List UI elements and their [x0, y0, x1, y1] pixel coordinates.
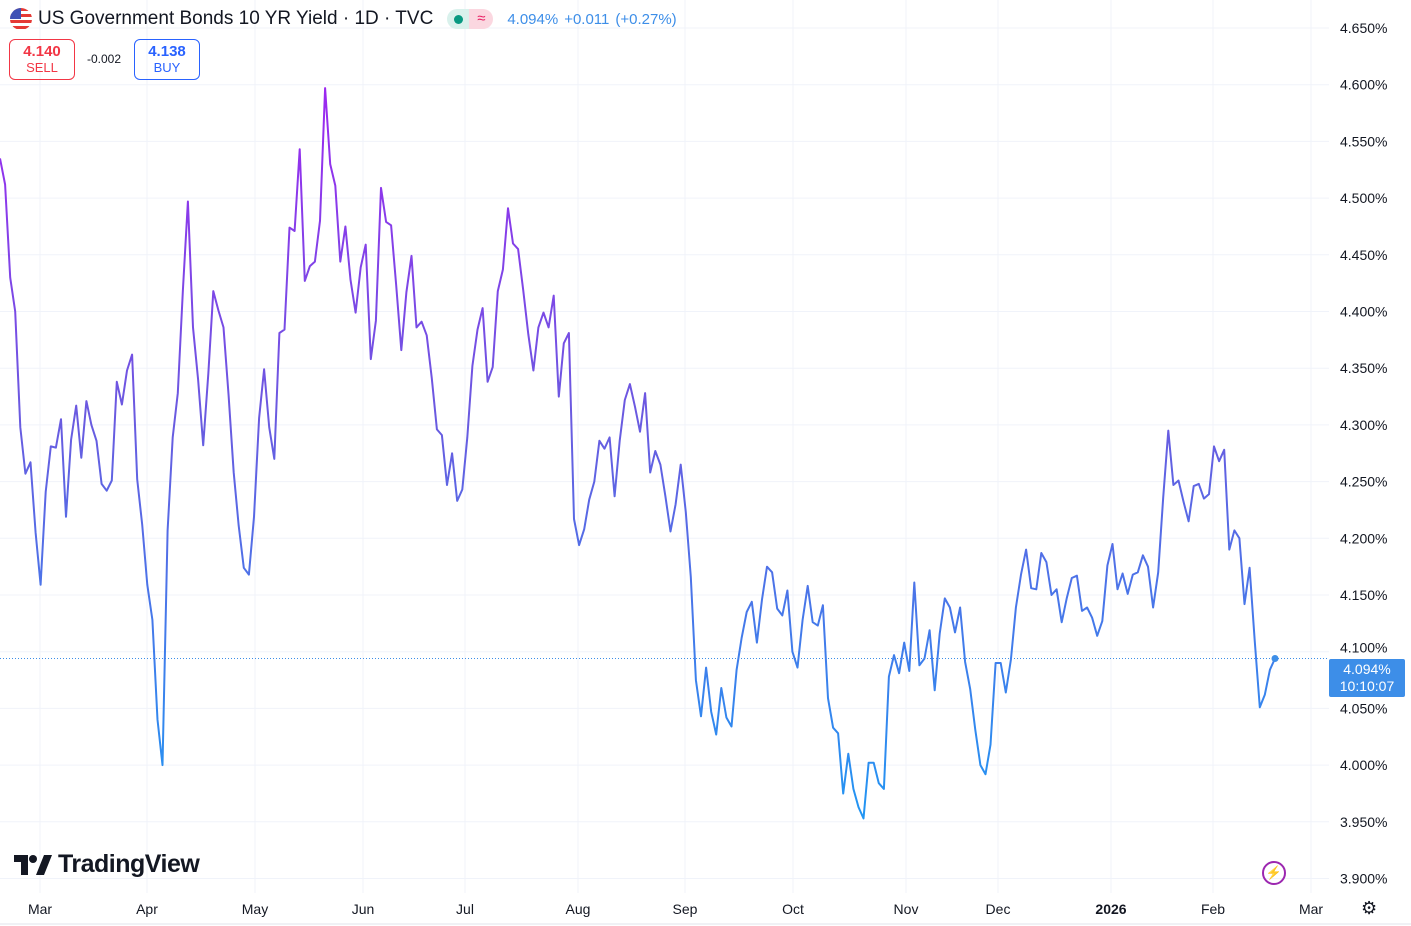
y-tick-label: 3.950%: [1340, 814, 1387, 830]
y-tick-label: 4.100%: [1340, 640, 1387, 656]
buy-price: 4.138: [148, 43, 186, 60]
us-flag-icon: [10, 8, 32, 30]
approx-icon: ≈: [469, 9, 494, 29]
symbol-title[interactable]: US Government Bonds 10 YR Yield · 1D · T…: [38, 8, 434, 29]
y-tick-label: 4.350%: [1340, 360, 1387, 376]
tradingview-logo[interactable]: TradingView: [14, 850, 200, 879]
sell-button[interactable]: 4.140 SELL: [9, 39, 75, 80]
x-tick-label: Jun: [352, 901, 375, 917]
market-open-dot-icon: [447, 9, 470, 29]
spread: -0.002: [87, 52, 122, 66]
time-axis[interactable]: Mar Apr May Jun Jul Aug Sep Oct Nov Dec 2026 Feb Mar: [28, 901, 1323, 917]
buy-label: BUY: [153, 60, 181, 75]
x-tick-label: May: [242, 901, 268, 917]
y-tick-label: 4.550%: [1340, 133, 1387, 149]
x-tick-label: Feb: [1201, 901, 1225, 917]
bar-countdown: 10:10:07: [1339, 678, 1395, 694]
buy-button[interactable]: 4.138 BUY: [134, 39, 200, 80]
y-tick-label: 4.600%: [1340, 77, 1387, 93]
y-tick-label: 3.900%: [1340, 871, 1387, 887]
y-tick-label: 4.050%: [1340, 700, 1387, 716]
price-change-pct: (+0.27%): [615, 10, 677, 28]
y-tick-label: 4.400%: [1340, 304, 1387, 320]
x-tick-label: Mar: [28, 901, 52, 917]
sell-label: SELL: [26, 60, 58, 75]
symbol-header: US Government Bonds 10 YR Yield · 1D · T…: [10, 8, 677, 30]
y-tick-label: 4.650%: [1340, 20, 1387, 36]
x-tick-label: Mar: [1299, 901, 1323, 917]
yield-line: [0, 87, 1276, 820]
status-pill[interactable]: ≈: [447, 9, 494, 29]
x-tick-label: Sep: [673, 901, 698, 917]
sell-price: 4.140: [23, 43, 61, 60]
logo-text: TradingView: [58, 850, 200, 878]
y-tick-label: 4.000%: [1340, 757, 1387, 773]
price-change: +0.011: [564, 10, 610, 28]
price-axis[interactable]: 4.650% 4.600% 4.550% 4.500% 4.450% 4.400% 4.35…: [1340, 20, 1387, 887]
last-point: [1271, 655, 1279, 663]
y-tick-label: 4.150%: [1340, 587, 1387, 603]
y-tick-label: 4.250%: [1340, 474, 1387, 490]
last-price: 4.094%: [507, 10, 559, 28]
x-tick-label: Jul: [456, 901, 474, 917]
x-tick-label: Aug: [566, 901, 591, 917]
last-price-label: 4.094% 10:10:07: [1329, 659, 1405, 697]
x-tick-label: 2026: [1095, 901, 1126, 917]
x-tick-label: Apr: [136, 901, 158, 917]
last-price-value: 4.094%: [1343, 661, 1391, 677]
y-tick-label: 4.300%: [1340, 417, 1387, 433]
x-tick-label: Oct: [782, 901, 804, 917]
x-tick-label: Nov: [894, 901, 919, 917]
x-tick-label: Dec: [986, 901, 1011, 917]
lightning-icon[interactable]: ⚡: [1262, 861, 1286, 885]
y-tick-label: 4.500%: [1340, 190, 1387, 206]
settings-gear-icon[interactable]: ⚙: [1361, 898, 1378, 918]
y-tick-label: 4.450%: [1340, 247, 1387, 263]
y-tick-label: 4.200%: [1340, 530, 1387, 546]
tradingview-logo-icon: [14, 854, 52, 875]
